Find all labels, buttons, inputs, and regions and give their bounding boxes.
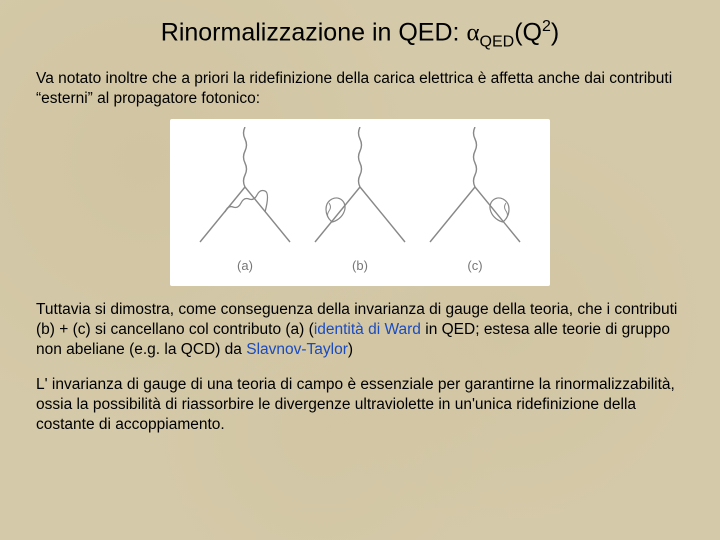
title-qopen: (Q xyxy=(514,18,542,46)
slide-title: Rinormalizzazione in QED: αQED(Q2) xyxy=(36,18,684,51)
paragraph-2: Tuttavia si dimostra, come conseguenza d… xyxy=(36,300,684,359)
paragraph-1: Va notato inoltre che a priori la ridefi… xyxy=(36,69,684,109)
title-qclose: ) xyxy=(551,18,559,46)
title-alpha: α xyxy=(466,19,479,46)
diagram-c: (c) xyxy=(430,127,520,273)
title-main: Rinormalizzazione in QED: xyxy=(161,18,460,46)
diagram-label-b: (b) xyxy=(352,258,368,273)
ward-identity-link: identità di Ward xyxy=(314,321,421,338)
diagrams-svg: (a) (b) (c) xyxy=(180,127,540,277)
slavnov-taylor-link: Slavnov-Taylor xyxy=(246,341,348,358)
p2-t3: ) xyxy=(348,341,353,358)
diagram-a: (a) xyxy=(200,127,290,273)
diagram-b: (b) xyxy=(315,127,405,273)
feynman-diagrams: (a) (b) (c) xyxy=(170,119,550,286)
title-sub: QED xyxy=(480,33,515,50)
figure-container: (a) (b) (c) xyxy=(36,119,684,286)
title-sup: 2 xyxy=(542,18,551,35)
diagram-label-c: (c) xyxy=(467,258,482,273)
diagram-label-a: (a) xyxy=(237,258,253,273)
paragraph-3: L' invarianza di gauge di una teoria di … xyxy=(36,375,684,434)
